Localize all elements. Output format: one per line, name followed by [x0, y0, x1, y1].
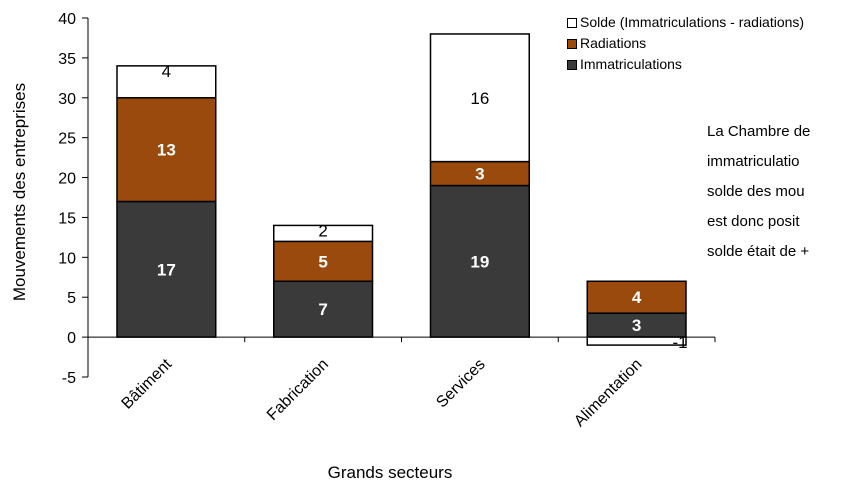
x-tick-label: Alimentation [571, 356, 645, 430]
data-label-radiations: 5 [318, 252, 327, 271]
side-paragraph-line: est donc posit [707, 213, 800, 230]
data-label-immatriculations: 7 [318, 300, 327, 319]
side-paragraph-line: immatriculatio [707, 153, 800, 170]
x-tick-label: Fabrication [264, 356, 332, 424]
legend-item-radiations: Radiations [567, 33, 804, 54]
bar-immatriculations [429, 184, 531, 338]
side-paragraph-line: solde était de + [707, 243, 810, 260]
bar-solde [429, 33, 531, 163]
legend: Solde (Immatriculations - radiations) Ra… [567, 12, 804, 75]
bar-solde [116, 65, 217, 99]
data-label-radiations: 13 [157, 141, 176, 160]
data-label-solde: -1 [672, 333, 687, 352]
legend-label-radiations: Radiations [580, 35, 647, 51]
y-axis-title: Mouvements des entreprises [10, 83, 29, 301]
bar-radiations [116, 97, 217, 203]
x-tick-label: Services [433, 356, 488, 411]
legend-swatch-radiations [567, 38, 577, 49]
side-paragraph: La Chambre de immatriculatio solde des m… [707, 117, 850, 267]
data-label-solde: 16 [470, 89, 489, 108]
y-tick-label: -5 [62, 370, 76, 387]
side-paragraph-line: La Chambre de [707, 123, 811, 140]
data-label-radiations: 3 [475, 165, 484, 184]
data-label-radiations: 4 [632, 288, 642, 307]
y-tick-label: 40 [58, 11, 76, 28]
y-tick-label: 10 [58, 250, 76, 267]
bar-solde [272, 224, 374, 243]
y-tick-label: 15 [58, 210, 76, 227]
y-tick-label: 0 [67, 330, 76, 347]
y-tick-label: 5 [67, 290, 76, 307]
bars [116, 33, 687, 346]
x-axis-title: Grands secteurs [328, 463, 453, 482]
data-labels: 17 13 4 7 5 2 19 3 16 3 4 -1 [157, 62, 688, 352]
bar-immatriculations [272, 280, 374, 338]
bar-solde [586, 336, 687, 346]
data-label-immatriculations: 17 [157, 260, 176, 279]
data-label-solde: 2 [318, 221, 327, 240]
legend-swatch-solde [567, 17, 577, 28]
bar-radiations [586, 280, 687, 314]
legend-label-solde: Solde (Immatriculations - radiations) [580, 14, 805, 30]
side-paragraph-line: solde des mou [707, 183, 805, 200]
data-label-immatriculations: 19 [470, 252, 489, 271]
x-tick-label: Bâtiment [119, 356, 176, 413]
legend-swatch-immatriculations [567, 59, 577, 70]
y-tick-label: 35 [58, 51, 76, 68]
legend-item-immatriculations: Immatriculations [567, 54, 804, 75]
y-tick-label: 20 [58, 171, 76, 188]
y-tick-label: 25 [58, 131, 76, 148]
data-label-immatriculations: 3 [632, 316, 641, 335]
y-tick-label: 30 [58, 91, 76, 108]
legend-label-immatriculations: Immatriculations [580, 56, 682, 72]
data-label-solde: 4 [162, 62, 171, 81]
legend-item-solde: Solde (Immatriculations - radiations) [567, 12, 804, 33]
